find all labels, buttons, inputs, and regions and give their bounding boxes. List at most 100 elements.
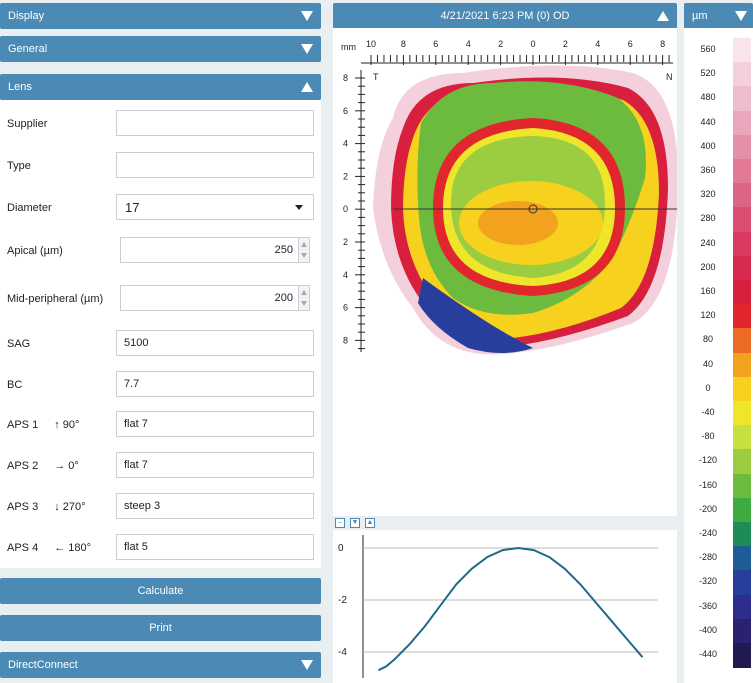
map-apex-marker bbox=[528, 204, 538, 214]
chevron-up-icon[interactable] bbox=[657, 11, 669, 21]
scale-color-swatch bbox=[733, 183, 751, 208]
aps2-row: APS 2 → 0° flat 7 bbox=[0, 452, 321, 480]
display-section-header[interactable]: Display bbox=[0, 3, 321, 29]
scale-color-swatch bbox=[733, 304, 751, 329]
x-tick-label: 4 bbox=[466, 39, 471, 49]
scale-color-swatch bbox=[733, 473, 751, 499]
scale-color-swatch bbox=[733, 618, 751, 644]
collapse-icon[interactable]: – bbox=[335, 518, 345, 528]
y-tick-label: 0 bbox=[343, 204, 348, 214]
general-section-header[interactable]: General bbox=[0, 36, 321, 62]
print-button[interactable]: Print bbox=[0, 615, 321, 641]
scale-color-swatch bbox=[733, 255, 751, 281]
scale-value-label: 440 bbox=[700, 116, 716, 127]
expand-up-icon[interactable]: ▲ bbox=[365, 518, 375, 528]
scale-value-label: 560 bbox=[700, 44, 716, 54]
y-tick-label: 4 bbox=[343, 270, 348, 280]
chevron-down-icon[interactable] bbox=[301, 11, 313, 21]
apical-value: 250 bbox=[274, 244, 293, 256]
scale-value-label: 160 bbox=[700, 286, 716, 296]
aps1-input[interactable]: flat 7 bbox=[116, 411, 314, 437]
scale-value-label: -200 bbox=[698, 503, 717, 514]
y-tick-label: 2 bbox=[343, 171, 348, 181]
chevron-down-icon[interactable] bbox=[301, 44, 313, 54]
scale-value-label: 200 bbox=[700, 261, 716, 272]
x-tick-label: 8 bbox=[401, 39, 406, 49]
x-tick-label: 2 bbox=[498, 39, 503, 49]
mid-peripheral-stepper[interactable]: 200 bbox=[120, 285, 310, 311]
chevron-up-icon[interactable] bbox=[301, 82, 313, 92]
x-tick-label: 0 bbox=[530, 39, 535, 49]
supplier-input[interactable] bbox=[116, 110, 314, 136]
profile-y-tick-label: 0 bbox=[338, 543, 344, 554]
y-tick-label: 8 bbox=[343, 73, 348, 83]
scale-color-swatch bbox=[733, 401, 751, 426]
caret-down-icon[interactable] bbox=[295, 205, 303, 210]
bc-label: BC bbox=[7, 379, 23, 391]
aps1-angle: 90° bbox=[62, 419, 80, 431]
elevation-map[interactable]: mm T N 10 8 6 4 2 0 2 4 6 8 8 6 4 2 0 2 4 6 8 bbox=[333, 28, 678, 516]
color-scale-panel: 560 520 480 440 400 360 320 280 240 200 160 120 80 40… bbox=[684, 28, 753, 683]
scale-value-label: -160 bbox=[698, 479, 717, 490]
sag-label: SAG bbox=[7, 338, 31, 350]
map-blue-region bbox=[418, 278, 533, 353]
spinner-arrows-icon[interactable] bbox=[298, 238, 309, 262]
chevron-down-icon[interactable] bbox=[301, 660, 313, 670]
scale-color-swatch bbox=[733, 280, 751, 305]
diameter-select[interactable]: 17 bbox=[116, 194, 314, 220]
elevation-contours bbox=[373, 65, 678, 355]
type-input[interactable] bbox=[116, 152, 314, 178]
x-tick-label: 6 bbox=[433, 39, 438, 49]
scale-value-label: -80 bbox=[701, 431, 715, 442]
scale-color-swatch bbox=[733, 328, 751, 354]
x-tick-label: 8 bbox=[660, 39, 665, 49]
scale-color-swatch bbox=[733, 159, 751, 184]
scale-value-label: -280 bbox=[698, 552, 717, 563]
x-tick-label: 2 bbox=[563, 39, 568, 49]
scale-color-swatch bbox=[733, 497, 751, 523]
expand-down-icon[interactable]: ▼ bbox=[350, 518, 360, 528]
scale-color-swatch bbox=[733, 110, 751, 136]
aps4-row: APS 4 ← 180° flat 5 bbox=[0, 534, 321, 562]
aps3-input[interactable]: steep 3 bbox=[116, 493, 314, 519]
scale-value-label: 360 bbox=[700, 165, 716, 175]
scale-value-label: -360 bbox=[698, 600, 717, 611]
bc-input[interactable]: 7.7 bbox=[116, 371, 314, 397]
lens-section-header[interactable]: Lens bbox=[0, 74, 321, 100]
scale-color-swatch bbox=[733, 522, 751, 547]
arrow-left-icon: ← bbox=[54, 542, 66, 554]
scale-value-label: 0 bbox=[705, 382, 711, 393]
calculate-button[interactable]: Calculate bbox=[0, 578, 321, 604]
map-center-orange bbox=[478, 201, 558, 245]
profile-y-tick-label: -2 bbox=[338, 595, 347, 606]
scale-value-label: 80 bbox=[702, 334, 713, 345]
supplier-row: Supplier bbox=[0, 110, 321, 138]
type-row: Type bbox=[0, 152, 321, 180]
scale-color-swatch bbox=[733, 352, 751, 378]
apical-stepper[interactable]: 250 bbox=[120, 237, 310, 263]
scale-value-label: 40 bbox=[702, 358, 713, 369]
aps4-name: APS 4 bbox=[7, 542, 39, 554]
scale-header[interactable]: µm bbox=[684, 3, 753, 29]
arrow-right-icon: → bbox=[54, 460, 66, 472]
scale-color-swatch bbox=[733, 207, 751, 233]
chevron-down-icon[interactable] bbox=[735, 11, 747, 21]
diameter-row: Diameter 17 bbox=[0, 194, 321, 222]
directconnect-section-header[interactable]: DirectConnect bbox=[0, 652, 321, 678]
general-section-label: General bbox=[8, 43, 48, 55]
mid-peripheral-label: Mid-peripheral (µm) bbox=[7, 293, 104, 305]
scale-color-swatch bbox=[733, 570, 751, 596]
display-section-label: Display bbox=[8, 10, 45, 22]
scale-color-swatch bbox=[733, 62, 751, 87]
aps4-input[interactable]: flat 5 bbox=[116, 534, 314, 560]
spinner-arrows-icon[interactable] bbox=[298, 286, 309, 310]
aps2-input[interactable]: flat 7 bbox=[116, 452, 314, 478]
map-header[interactable]: 4/21/2021 6:23 PM (0) OD bbox=[333, 3, 677, 29]
lens-section-label: Lens bbox=[8, 81, 32, 93]
sag-input[interactable]: 5100 bbox=[116, 330, 314, 356]
scale-color-swatch bbox=[733, 231, 751, 257]
scale-color-swatch bbox=[733, 449, 751, 475]
y-tick-label: 6 bbox=[343, 106, 348, 116]
scale-color-swatch bbox=[733, 546, 751, 571]
sagittal-profile-panel: 0 -2 -4 bbox=[333, 530, 677, 683]
